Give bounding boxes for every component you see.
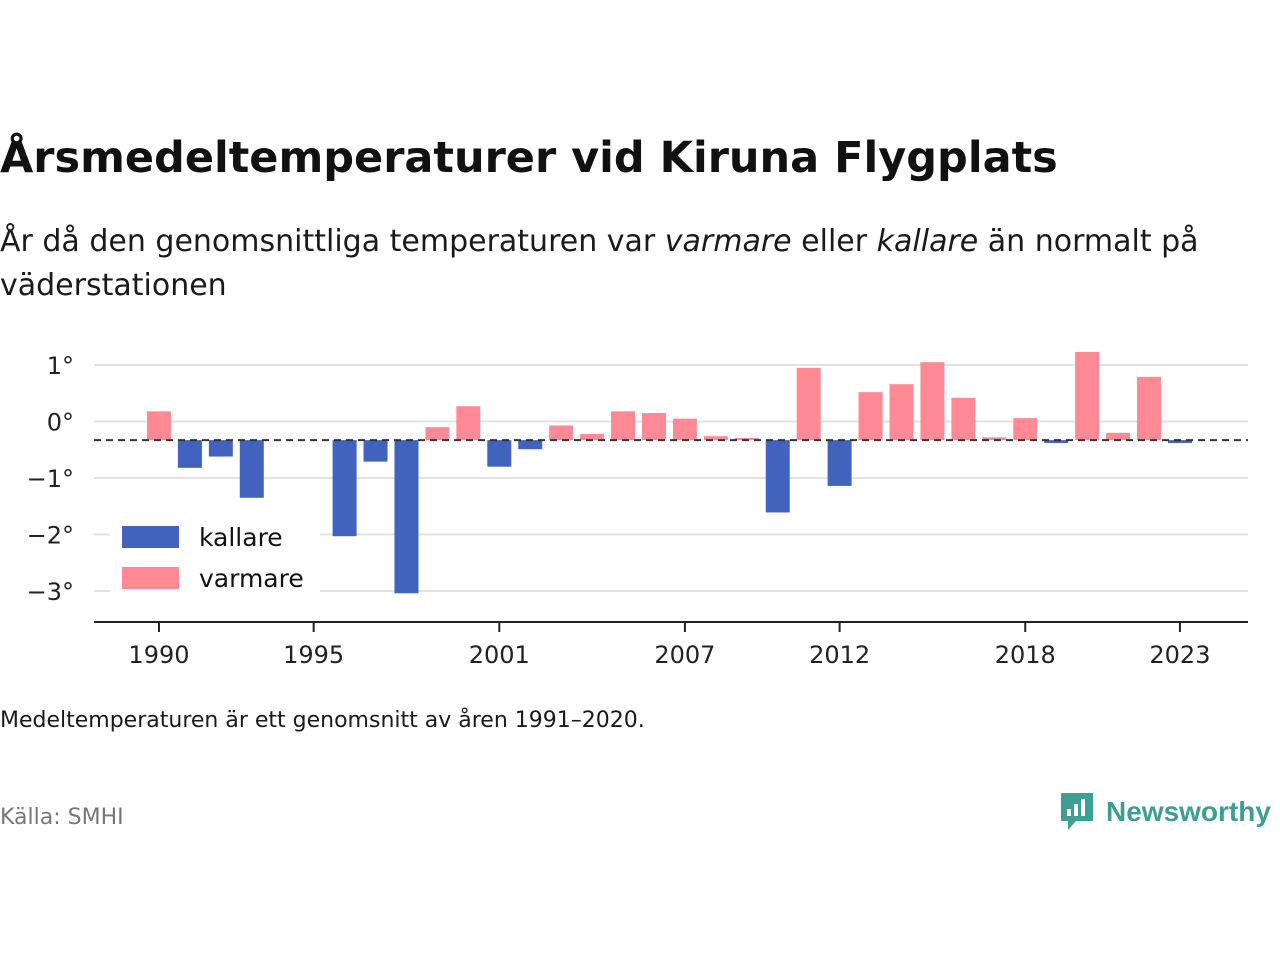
x-tick-label: 1990 [128,641,189,669]
y-tick-label: −1° [27,465,74,493]
x-tick-label: 1995 [283,641,344,669]
legend-swatch-warm [122,567,179,589]
x-tick-label: 2007 [654,641,715,669]
bar-warm [703,436,728,441]
bar-warm [580,433,605,441]
bar-cold [518,440,543,450]
bar-warm [734,437,759,441]
bar-warm [672,418,697,441]
bar-cold [363,440,388,462]
subtitle-text-end: än normalt på väderstationen [0,224,1199,303]
bar-cold [765,440,790,513]
subtitle-text-start: År då den genomsnittliga temperaturen va… [0,224,665,259]
bar-chart: 1° 0° −1° −2° −3° 1990 1995 2001 2007 2012 2018 20… [27,352,1248,669]
bar-warm [858,392,883,441]
brand-logo[interactable]: Newsworthy [1058,790,1271,834]
brand-name: Newsworthy [1106,796,1271,827]
newsworthy-logo-icon [1061,793,1093,830]
bar-warm [951,397,976,441]
x-tick-label: 2018 [995,641,1056,669]
legend-swatch-cold [122,526,179,548]
x-tick-label: 2012 [809,641,870,669]
subtitle-warm-term: varmare [664,224,792,259]
y-tick-label: −3° [27,578,74,606]
bar-cold [827,440,852,486]
bar-warm [1075,352,1100,441]
y-tick-label: 0° [47,409,74,437]
bar-warm [920,362,945,441]
chart-subtitle: År då den genomsnittliga temperaturen va… [0,220,1270,308]
bar-warm [982,437,1007,441]
subtitle-text-mid: eller [791,224,877,259]
bar-warm [1136,376,1161,441]
bar-warm [456,406,481,441]
bar-cold [487,440,512,467]
bar-cold [332,440,357,537]
bars [146,352,1192,594]
bar-cold [1044,440,1069,443]
bar-cold [208,440,233,457]
bar-cold [1167,440,1192,443]
bar-cold [394,440,419,594]
bar-warm [1013,418,1038,441]
bar-warm [549,425,574,441]
bar-warm [1106,432,1131,441]
legend: kallare varmare [110,508,320,598]
bar-warm [641,413,666,441]
x-tick-label: 2001 [469,641,530,669]
subtitle-cold-term: kallare [876,224,979,259]
footnote: Medeltemperaturen är ett genomsnitt av å… [0,708,645,733]
y-tick-label: 1° [47,352,74,380]
bar-warm [425,427,450,441]
bar-cold [239,440,264,498]
x-axis: 1990 1995 2001 2007 2012 2018 2023 [94,621,1248,669]
legend-label-warm: varmare [199,564,304,593]
bar-warm [889,384,914,441]
x-tick-label: 2023 [1149,641,1210,669]
bar-cold [177,440,202,468]
bar-warm [796,367,821,441]
chart-title: Årsmedeltemperaturer vid Kiruna Flygplat… [0,133,1058,183]
y-tick-label: −2° [27,522,74,550]
source-label: Källa: SMHI [0,805,124,830]
legend-label-cold: kallare [199,523,283,552]
bar-warm [611,411,636,441]
bar-warm [146,411,171,441]
